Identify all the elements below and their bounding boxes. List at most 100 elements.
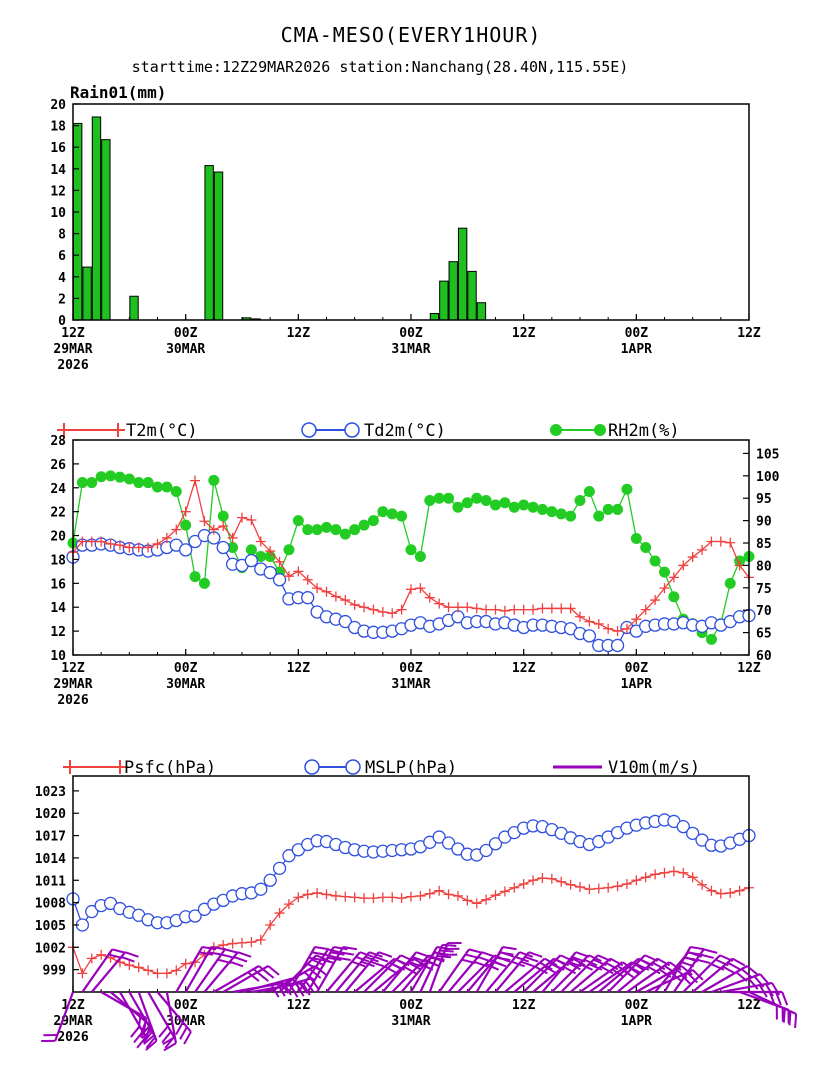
psfc-point	[161, 968, 172, 979]
wind-barb-flag	[680, 965, 693, 976]
t2m-point	[603, 623, 614, 634]
wind-barb	[475, 946, 504, 993]
y-tick-label: 100	[756, 470, 780, 485]
rh2m-point	[76, 477, 88, 489]
y-tick-label: 4	[58, 271, 66, 286]
t2m-point	[114, 540, 125, 551]
wind-barb	[410, 946, 438, 993]
rh2m-line	[72, 475, 750, 641]
legend-mslp: MSLP(hPa)	[304, 758, 457, 778]
wind-barb	[588, 961, 633, 993]
rh2m-point	[583, 486, 595, 498]
wind-barb-flag	[342, 945, 358, 951]
y-tick-label: 1020	[35, 807, 66, 822]
rain-bar	[82, 266, 92, 321]
x-tick-label: 29MAR	[53, 342, 92, 357]
chart-title: CMA-MESO(EVERY1HOUR)	[281, 23, 542, 47]
wind-barb-flag	[237, 951, 252, 958]
wind-barb	[438, 948, 470, 993]
rain-panel-title: Rain01(mm)	[70, 83, 166, 102]
legend-rh2m: RH2m(%)	[550, 421, 680, 441]
wind-barb	[748, 991, 797, 1015]
x-tick-label: 00Z	[625, 998, 649, 1013]
t2m-point	[368, 604, 379, 615]
psfc-point	[246, 937, 257, 948]
x-tick-label: 30MAR	[166, 342, 205, 357]
y-tick-label: 1011	[35, 874, 66, 889]
mslp-point	[254, 882, 268, 896]
wind-barb	[672, 948, 705, 993]
x-tick-label: 00Z	[174, 998, 198, 1013]
psfc-point	[499, 886, 510, 897]
t2m-point	[462, 602, 473, 613]
t2m-point	[237, 512, 247, 523]
rh2m-point	[593, 510, 605, 522]
td2m-point	[179, 543, 193, 557]
t2m-point	[715, 536, 726, 547]
x-tick-label: 00Z	[174, 661, 198, 676]
td2m-point	[272, 573, 287, 587]
y-tick-label: 70	[756, 604, 772, 619]
t2m-point	[678, 560, 689, 571]
rain-bar	[476, 302, 487, 321]
psfc-point	[565, 879, 576, 890]
y-tick-label: 65	[756, 627, 772, 642]
t2m-point	[312, 583, 323, 594]
wind-barb-flag	[690, 945, 705, 951]
wind-barb	[513, 957, 555, 993]
x-tick-label: 12Z	[61, 326, 85, 341]
wind-barb	[222, 965, 269, 993]
rh2m-point	[527, 501, 539, 513]
td2m-point	[582, 629, 597, 643]
wind-barb-flag	[229, 960, 244, 968]
wind-barb	[175, 946, 204, 993]
rh2m-point	[339, 528, 351, 540]
x-tick-label: 12Z	[512, 998, 536, 1013]
y-tick-label: 18	[50, 120, 66, 135]
wind-barb	[551, 954, 590, 993]
temperature-y-axis: 10 12 14 16 18 20 22 24 26 28	[50, 434, 79, 664]
wind-barb	[419, 944, 444, 993]
psfc-point	[283, 899, 294, 910]
psfc-point	[537, 873, 548, 884]
psfc-point	[509, 882, 520, 893]
psfc-point	[668, 866, 679, 877]
rain-bar	[448, 261, 458, 321]
legend-psfc: Psfc(hPa)	[63, 758, 216, 778]
rh2m-point	[602, 503, 614, 515]
psfc-point	[359, 893, 370, 904]
y-tick-label: 16	[50, 141, 66, 156]
mslp-point	[676, 819, 690, 834]
psfc-point	[321, 889, 332, 900]
wind-barb	[701, 965, 748, 993]
wind-barb	[353, 957, 396, 993]
wind-barb-flag	[307, 963, 321, 971]
wind-barb-flag	[333, 945, 348, 951]
x-tick-label: 29MAR	[53, 677, 92, 692]
wind-barb-flag	[524, 956, 539, 963]
chart-subtitle: starttime:12Z29MAR2026 station:Nanchang(…	[132, 58, 629, 76]
wind-barb-flag	[233, 956, 248, 963]
t2m-point	[509, 604, 520, 615]
rh2m-point	[414, 550, 426, 562]
wind-barb-flag	[747, 977, 759, 990]
x-tick-label: 2026	[57, 358, 88, 373]
wind-barb-flag	[330, 951, 345, 956]
t2m-point	[706, 536, 717, 547]
y-tick-label: 14	[50, 601, 66, 616]
psfc-point	[528, 875, 539, 886]
psfc-point	[631, 875, 642, 886]
t2m-point	[556, 603, 567, 614]
t2m-point	[143, 542, 154, 553]
wind-barb-flag	[136, 1036, 147, 1049]
td2m-point	[301, 591, 315, 605]
psfc-point	[462, 895, 473, 906]
rh2m-point	[536, 503, 548, 515]
wind-barb-flag	[311, 951, 326, 956]
wind-barb-flag	[732, 957, 746, 967]
rh2m-point	[612, 503, 624, 515]
rain-plot-frame	[72, 103, 750, 321]
psfc-point	[424, 888, 435, 899]
rh2m-point	[508, 501, 520, 513]
